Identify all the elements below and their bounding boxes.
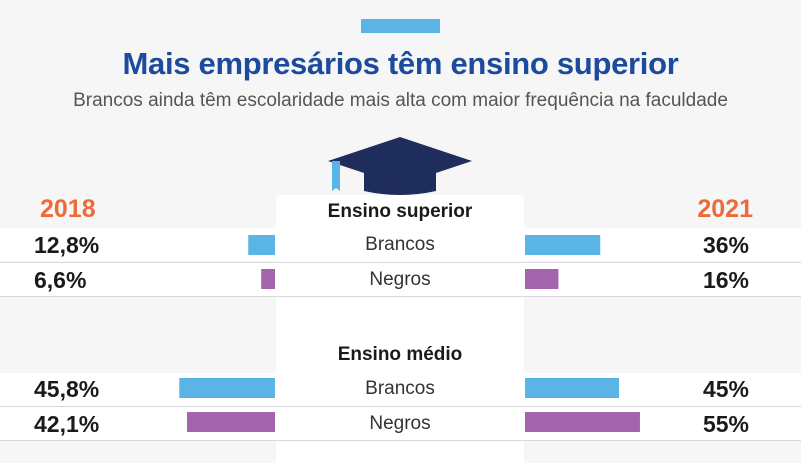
- category-label: Negros: [369, 269, 431, 290]
- data-label-right: 36%: [702, 232, 749, 258]
- data-label-left: 6,6%: [34, 267, 87, 293]
- data-label-left: 45,8%: [34, 376, 100, 402]
- category-label: Brancos: [365, 234, 435, 255]
- year-right: 2021: [697, 195, 753, 223]
- chart-title: Mais empresários têm ensino superior: [122, 46, 679, 81]
- category-label: Brancos: [365, 378, 435, 399]
- row-background: [0, 407, 801, 440]
- chart-subtitle: Brancos ainda têm escolaridade mais alta…: [73, 90, 728, 111]
- row-divider: [0, 296, 801, 297]
- data-label-right: 45%: [702, 376, 749, 402]
- row-divider: [0, 262, 801, 263]
- data-label-left: 42,1%: [34, 411, 100, 437]
- section-label-medio: Ensino médio: [337, 344, 463, 365]
- row-divider: [0, 440, 801, 441]
- row-background: [0, 228, 801, 261]
- row-background: [0, 373, 801, 406]
- row-background: [0, 263, 801, 296]
- data-label-right: 55%: [702, 411, 749, 437]
- category-label: Negros: [369, 413, 431, 434]
- row-divider: [0, 406, 801, 407]
- data-label-right: 16%: [702, 267, 749, 293]
- data-label-left: 12,8%: [34, 232, 100, 258]
- section-label-superior: Ensino superior: [327, 201, 473, 222]
- graduation-cap-icon: [328, 137, 472, 195]
- year-left: 2018: [40, 195, 96, 223]
- accent-bar: [361, 19, 440, 33]
